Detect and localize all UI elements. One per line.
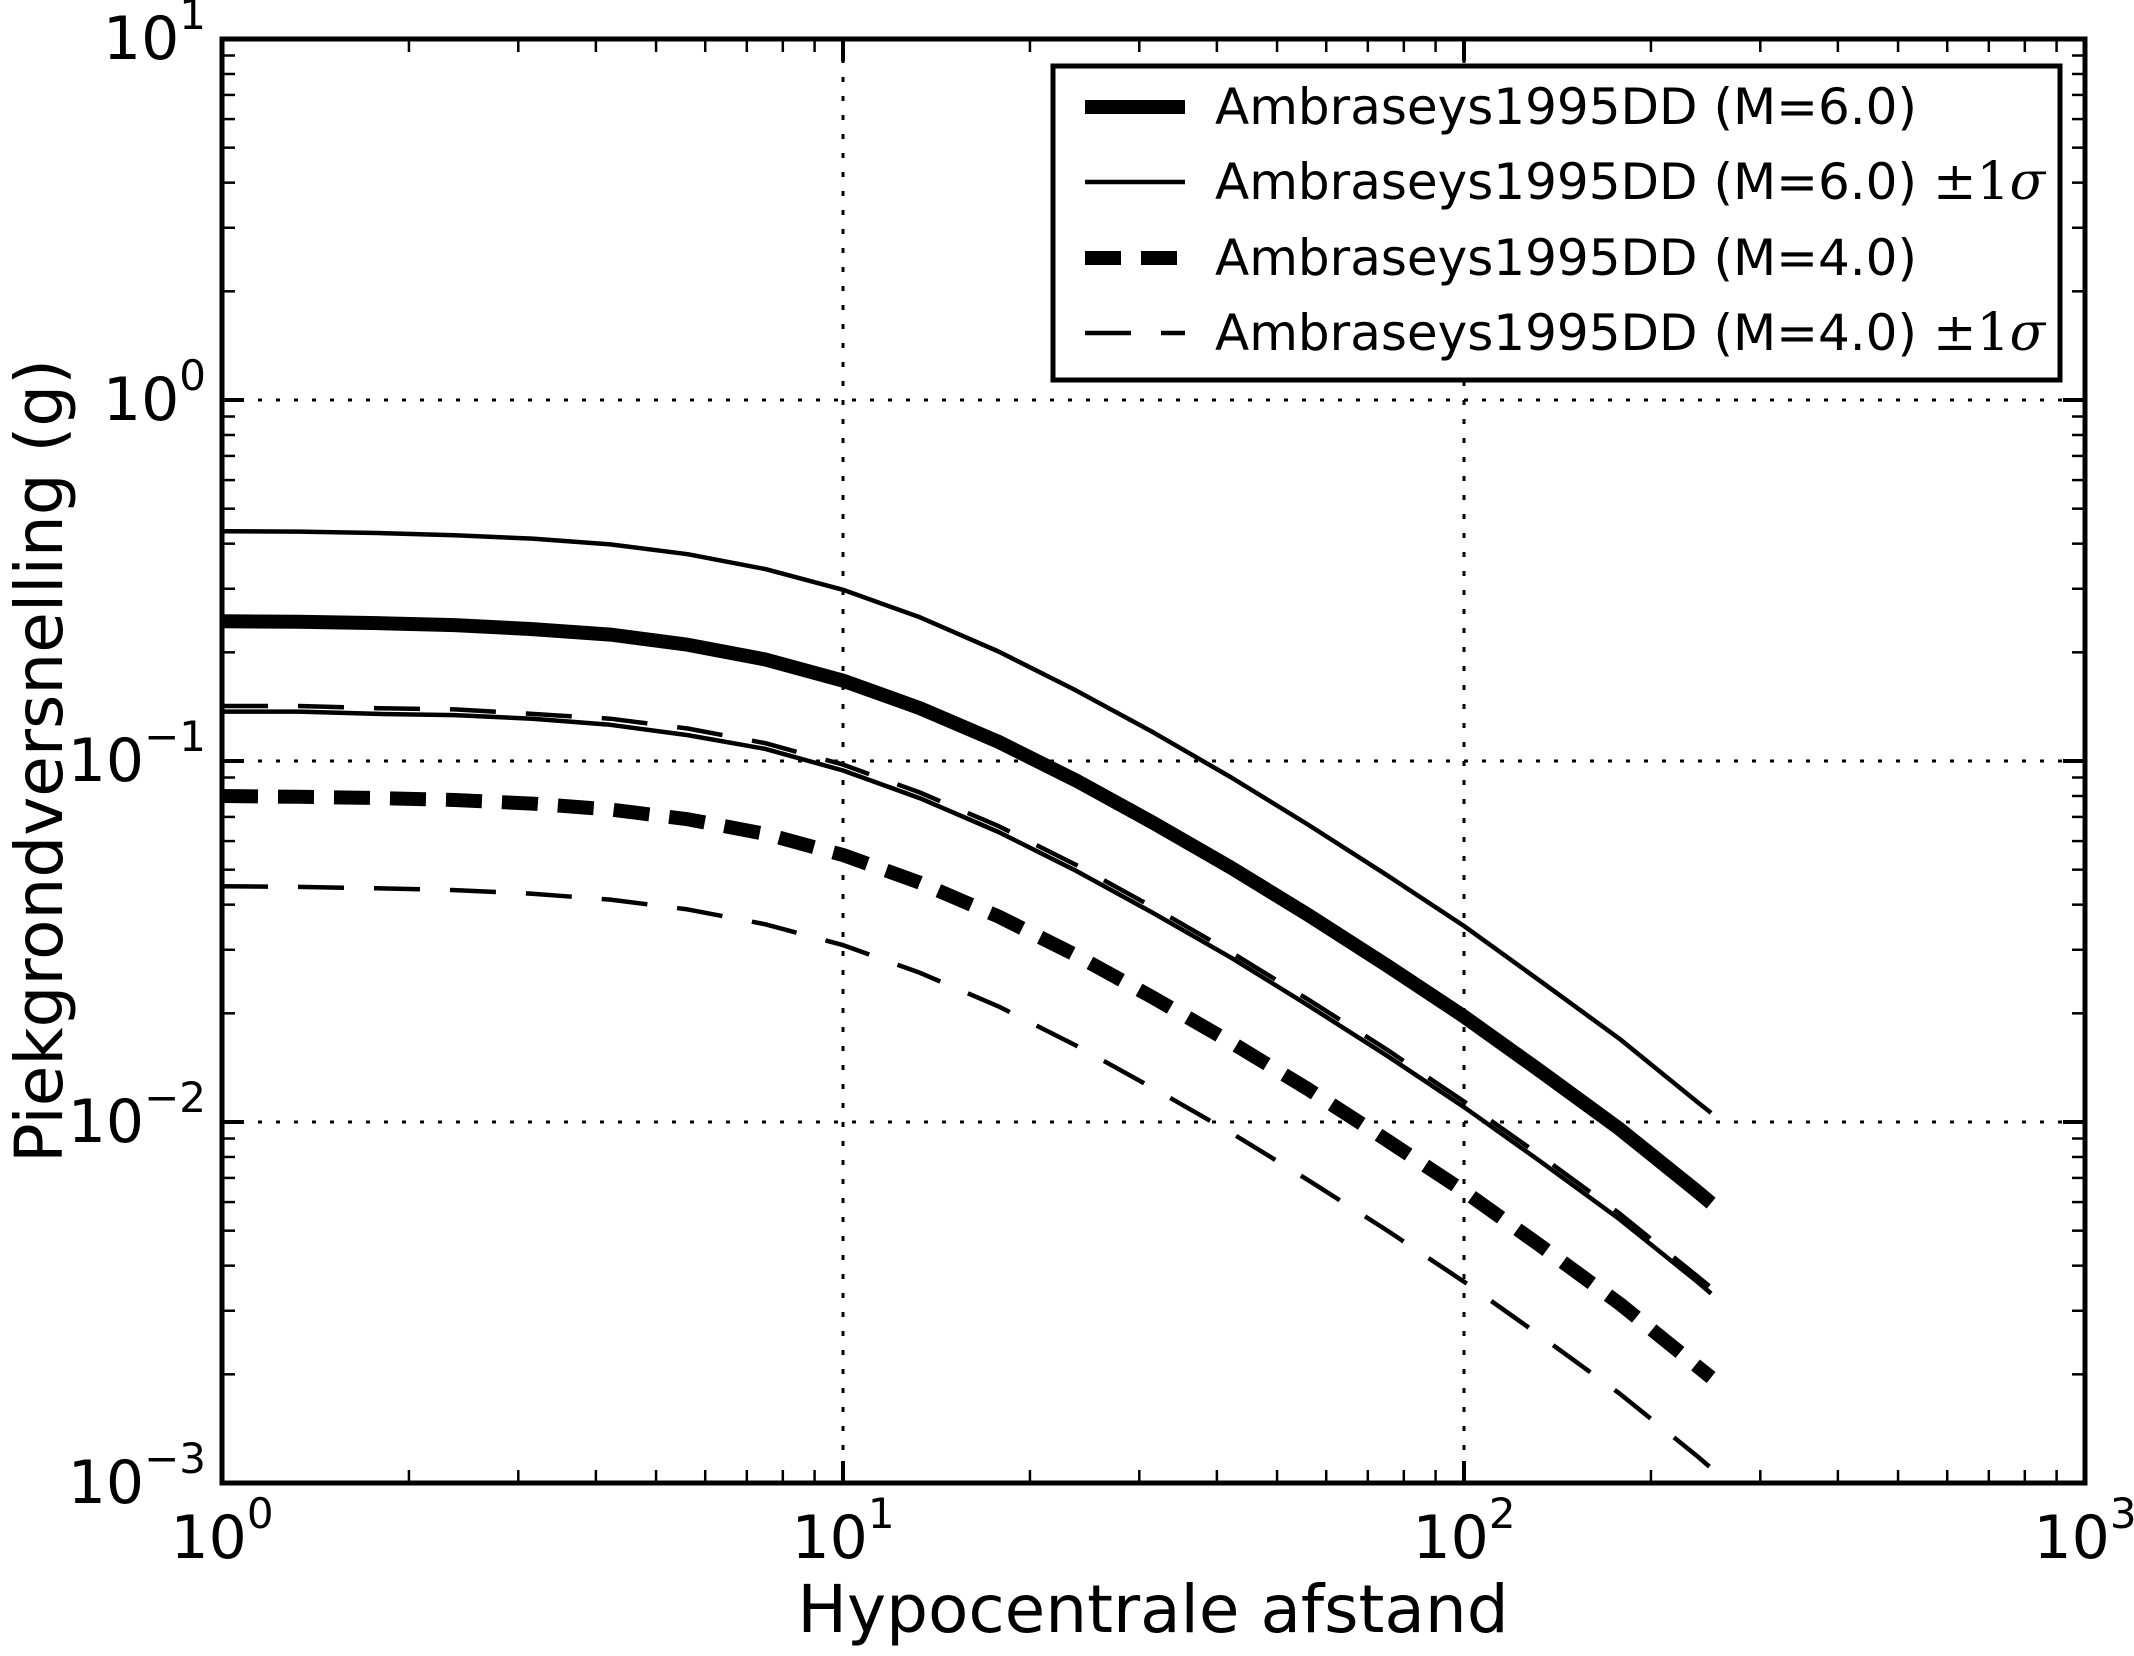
- curve-m6-upper-1sigma: [221, 528, 1713, 1115]
- legend-label: Ambraseys1995DD (M=4.0): [1215, 229, 1917, 287]
- legend-box: [1050, 63, 2063, 383]
- axes-layer: [219, 36, 2088, 1486]
- y-tick-label: 10−3: [68, 1434, 206, 1518]
- curve-m4-lower-1sigma: [221, 883, 1713, 1470]
- x-tick-label: 101: [791, 1489, 894, 1573]
- legend-label: Ambraseys1995DD (M=6.0) ±1σ: [1215, 152, 2047, 212]
- y-tick-label: 10−2: [68, 1073, 206, 1157]
- x-tick-label: 100: [170, 1489, 273, 1573]
- legend-label: Ambraseys1995DD (M=4.0) ±1σ: [1215, 303, 2047, 363]
- curve-m6: [221, 614, 1716, 1209]
- y-tick-label: 100: [103, 351, 206, 435]
- y-tick-label: 10−1: [68, 712, 206, 796]
- curve-m6-lower-1sigma: [222, 709, 1713, 1296]
- legend-entry: Ambraseys1995DD (M=4.0) ±1σ: [1085, 303, 2047, 363]
- curve-m4-upper-1sigma: [222, 703, 1713, 1290]
- legend-entry: Ambraseys1995DD (M=6.0) ±1σ: [1085, 152, 2047, 212]
- y-axis-label: Piekgrondversnelling (g): [1, 359, 78, 1163]
- x-tick-label: 102: [1412, 1489, 1515, 1573]
- grid-layer: [222, 39, 2085, 1483]
- curve-m4: [221, 789, 1716, 1383]
- legend-entry: Ambraseys1995DD (M=6.0): [1085, 78, 1917, 136]
- curves-layer: [221, 528, 1716, 1470]
- x-axis-label: Hypocentrale afstand: [797, 1571, 1508, 1648]
- legend-label: Ambraseys1995DD (M=6.0): [1215, 78, 1917, 136]
- legend-entry: Ambraseys1995DD (M=4.0): [1085, 229, 1917, 287]
- y-tick-label: 101: [103, 0, 206, 74]
- tick-label-layer: 100 101 102 103 101 100 10−1 10−2 10−3: [68, 0, 2134, 1573]
- x-tick-label: 103: [2033, 1489, 2134, 1573]
- legend: Ambraseys1995DD (M=6.0) Ambraseys1995DD (…: [1050, 63, 2063, 383]
